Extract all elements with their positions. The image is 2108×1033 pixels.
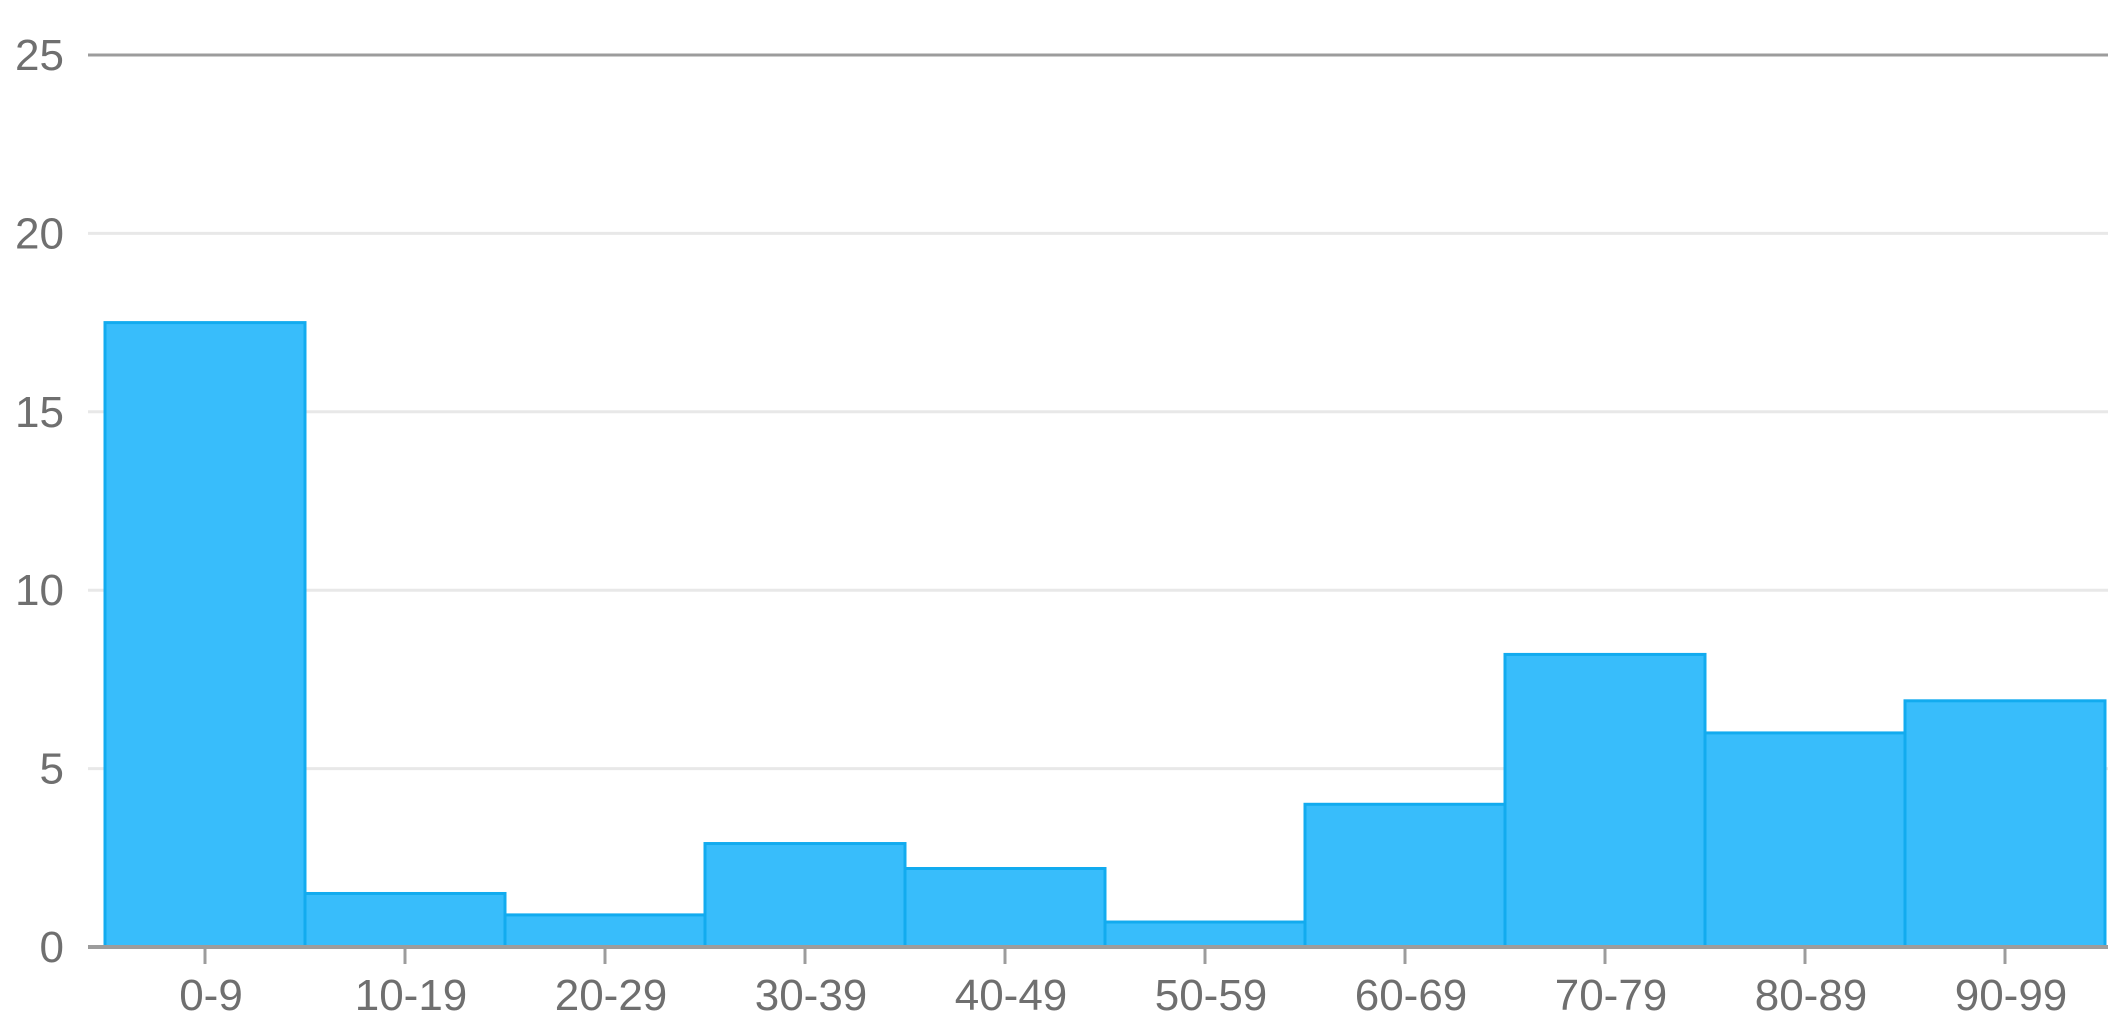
y-tick-label: 0 [40, 923, 64, 972]
x-tick-label: 30-39 [755, 971, 868, 1020]
bar [1503, 652, 1707, 949]
bar [703, 842, 907, 949]
bar [1703, 731, 1907, 949]
x-tick-label: 50-59 [1155, 971, 1268, 1020]
x-tick-label: 90-99 [1955, 971, 2068, 1020]
bar [503, 913, 707, 949]
gridlines [88, 53, 2108, 771]
x-tick-label: 70-79 [1555, 971, 1668, 1020]
bar [103, 321, 307, 949]
bar [1303, 802, 1507, 949]
bar [1103, 920, 1307, 949]
x-tick-label: 80-89 [1755, 971, 1868, 1020]
bar [903, 867, 1107, 949]
y-tick-label: 15 [15, 388, 64, 437]
bar [303, 891, 507, 949]
y-tick-label: 5 [40, 745, 64, 794]
y-tick-label: 10 [15, 566, 64, 615]
axes [88, 945, 2108, 964]
x-tick-label: 0-9 [179, 971, 243, 1020]
x-tick-label: 20-29 [555, 971, 668, 1020]
x-tick-label: 40-49 [955, 971, 1068, 1020]
bar [1903, 699, 2107, 949]
x-tick-label: 60-69 [1355, 971, 1468, 1020]
tick-labels: 0 5 10 15 20 25 0-9 10-19 20-29 30-39 40-49 50-59 60… [15, 31, 2067, 1020]
y-tick-label: 25 [15, 31, 64, 80]
x-tick-label: 10-19 [355, 971, 468, 1020]
y-tick-label: 20 [15, 209, 64, 258]
bars [103, 321, 2107, 949]
